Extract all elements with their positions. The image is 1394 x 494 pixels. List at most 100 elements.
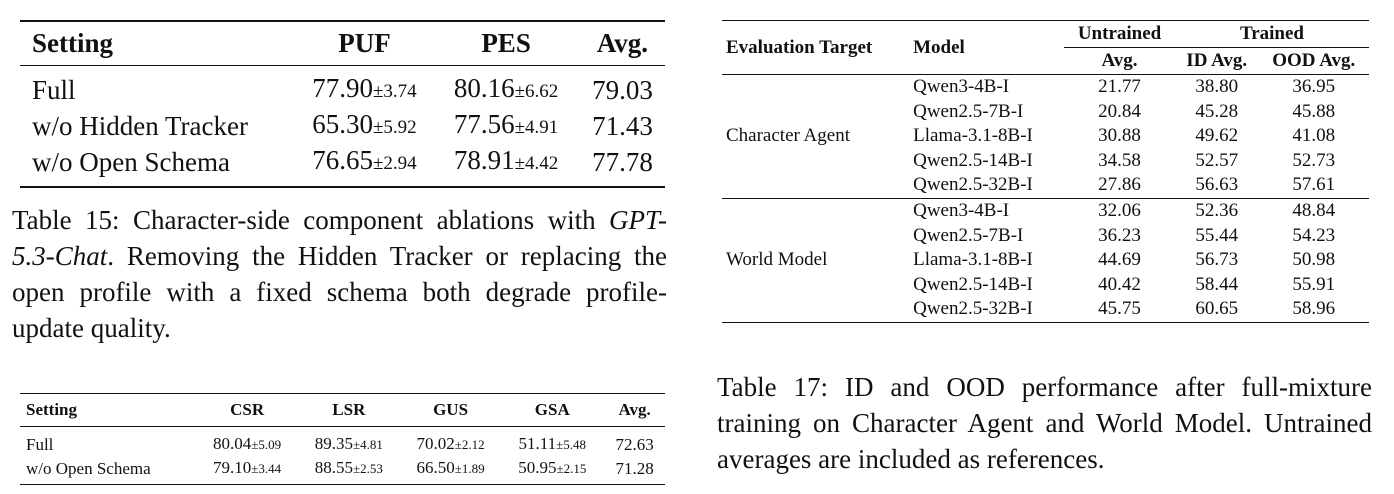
pes-value: 78.91 <box>453 145 515 175</box>
model-name: Qwen3-4B-I <box>913 199 1010 221</box>
pes-std: ±4.91 <box>514 117 559 138</box>
table-header-row: Setting CSR LSR GUS GSA Avg. <box>20 393 665 427</box>
id-avg: 58.44 <box>1195 273 1239 295</box>
gsa-value: 50.95 <box>518 458 557 477</box>
puf-cell: 76.65±2.94 <box>291 144 433 187</box>
caption-text: ID and OOD performance after full-mixtur… <box>717 372 1373 474</box>
header-untrained: Untrained <box>1064 20 1175 48</box>
row-setting: Full <box>32 74 76 105</box>
untrained-avg: 30.88 <box>1098 125 1141 147</box>
row-setting: w/o Open Schema <box>32 146 230 177</box>
ood-avg: 50.98 <box>1292 249 1336 271</box>
table-row: Full 80.04±5.09 89.35±4.81 70.02±2.12 51… <box>20 427 665 457</box>
puf-value: 76.65 <box>312 145 373 175</box>
id-avg: 52.36 <box>1195 199 1239 221</box>
id-avg: 45.28 <box>1195 100 1239 122</box>
table-row: Qwen2.5-7B-I 36.23 55.44 54.23 <box>722 224 1369 249</box>
puf-std: ±3.74 <box>372 81 417 102</box>
puf-std: ±2.94 <box>372 153 417 174</box>
gus-cell: 66.50±1.89 <box>399 456 501 485</box>
puf-cell: 77.90±3.74 <box>291 66 433 109</box>
pes-cell: 80.16±6.62 <box>432 66 574 109</box>
lsr-value: 89.35 <box>314 434 354 453</box>
header-lsr: LSR <box>332 400 366 419</box>
avg-value: 71.28 <box>615 458 654 478</box>
caption-model-name: GPT-5.3-Chat <box>12 205 668 271</box>
pes-value: 77.56 <box>453 109 515 139</box>
puf-std: ±5.92 <box>372 117 417 138</box>
model-name: Qwen2.5-7B-I <box>913 100 1024 122</box>
table-15: Setting PUF PES Avg. Full 77.90±3.74 80.… <box>20 20 665 188</box>
id-avg: 60.65 <box>1174 297 1259 323</box>
header-trained: Trained <box>1174 20 1369 48</box>
pes-cell: 78.91±4.42 <box>432 144 574 187</box>
table-17-caption: Table 17: ID and OOD performance after f… <box>717 369 1372 477</box>
id-avg: 38.80 <box>1195 76 1239 97</box>
table-row: w/o Open Schema 79.10±3.44 88.55±2.53 66… <box>20 456 665 485</box>
table-row: Qwen2.5-32B-I 27.86 56.63 57.61 <box>722 173 1369 199</box>
table-row: Character Agent Qwen3-4B-I 21.77 38.80 3… <box>722 74 1369 199</box>
header-gus: GUS <box>433 400 469 419</box>
header-puf: PUF <box>338 28 391 58</box>
group-target-label: World Model <box>722 198 910 323</box>
puf-value: 77.90 <box>312 73 373 103</box>
lsr-value: 88.55 <box>314 458 354 477</box>
gus-std: ±2.12 <box>454 437 485 452</box>
ood-avg: 45.88 <box>1292 100 1336 122</box>
header-setting: Setting <box>26 400 77 419</box>
table-17: Evaluation Target Model Untrained Traine… <box>722 20 1369 323</box>
ood-avg: 36.95 <box>1292 76 1336 97</box>
header-setting: Setting <box>32 28 113 58</box>
untrained-avg: 34.58 <box>1098 149 1141 171</box>
header-pes: PES <box>481 28 531 58</box>
gsa-cell: 50.95±2.15 <box>500 456 602 485</box>
table-row: Qwen2.5-7B-I 20.84 45.28 45.88 <box>722 100 1369 125</box>
ood-avg: 58.96 <box>1258 297 1369 323</box>
header-model: Model <box>909 20 1065 75</box>
gsa-std: ±5.48 <box>556 437 587 452</box>
table-row: w/o Hidden Tracker 65.30±5.92 77.56±4.91… <box>20 108 665 144</box>
table-row: w/o Open Schema 76.65±2.94 78.91±4.42 77… <box>20 144 665 187</box>
model-name: Qwen2.5-7B-I <box>913 224 1024 246</box>
untrained-avg: 27.86 <box>1064 173 1175 199</box>
header-ood-avg: OOD Avg. <box>1272 50 1356 71</box>
header-id-avg: ID Avg. <box>1186 50 1248 71</box>
model-name: Llama-3.1-8B-I <box>913 249 1033 271</box>
model-name: Qwen2.5-32B-I <box>909 297 1065 323</box>
model-name: Llama-3.1-8B-I <box>913 125 1033 147</box>
pes-value: 80.16 <box>453 73 515 103</box>
table-header-row: Setting PUF PES Avg. <box>20 21 665 66</box>
lsr-cell: 88.55±2.53 <box>297 456 399 485</box>
pes-std: ±4.42 <box>514 153 559 174</box>
ablation-table-small: Setting CSR LSR GUS GSA Avg. Full 80.04±… <box>20 393 665 485</box>
csr-value: 79.10 <box>213 458 252 477</box>
gus-value: 70.02 <box>416 434 455 453</box>
id-avg: 49.62 <box>1195 125 1239 147</box>
ood-avg: 57.61 <box>1258 173 1369 199</box>
id-avg: 52.57 <box>1195 149 1239 171</box>
row-setting: w/o Open Schema <box>26 458 151 478</box>
gus-value: 66.50 <box>416 458 455 477</box>
group-world-model: World Model Qwen3-4B-I 32.06 52.36 48.84… <box>722 198 1369 323</box>
table-row: Qwen2.5-14B-I 40.42 58.44 55.91 <box>722 273 1369 298</box>
model-name: Qwen2.5-14B-I <box>913 273 1033 295</box>
header-csr: CSR <box>230 400 265 419</box>
puf-value: 65.30 <box>312 109 373 139</box>
model-name: Qwen3-4B-I <box>913 76 1010 97</box>
avg-value: 79.03 <box>592 74 653 105</box>
gsa-value: 51.11 <box>518 434 557 453</box>
untrained-avg: 36.23 <box>1098 224 1141 246</box>
row-setting: w/o Hidden Tracker <box>32 110 248 141</box>
lsr-std: ±2.53 <box>353 461 383 476</box>
ood-avg: 55.91 <box>1292 273 1336 295</box>
table-15-grid: Setting PUF PES Avg. Full 77.90±3.74 80.… <box>20 20 665 188</box>
header-avg: Avg. <box>618 400 651 419</box>
header-untrained-avg: Avg. <box>1101 50 1138 71</box>
model-name: Qwen2.5-14B-I <box>913 149 1033 171</box>
gsa-cell: 51.11±5.48 <box>500 427 602 457</box>
csr-cell: 79.10±3.44 <box>195 456 297 485</box>
group-character-agent: Character Agent Qwen3-4B-I 21.77 38.80 3… <box>722 74 1369 199</box>
ood-avg: 41.08 <box>1292 125 1336 147</box>
header-avg: Avg. <box>596 28 649 58</box>
header-gsa: GSA <box>534 400 570 419</box>
